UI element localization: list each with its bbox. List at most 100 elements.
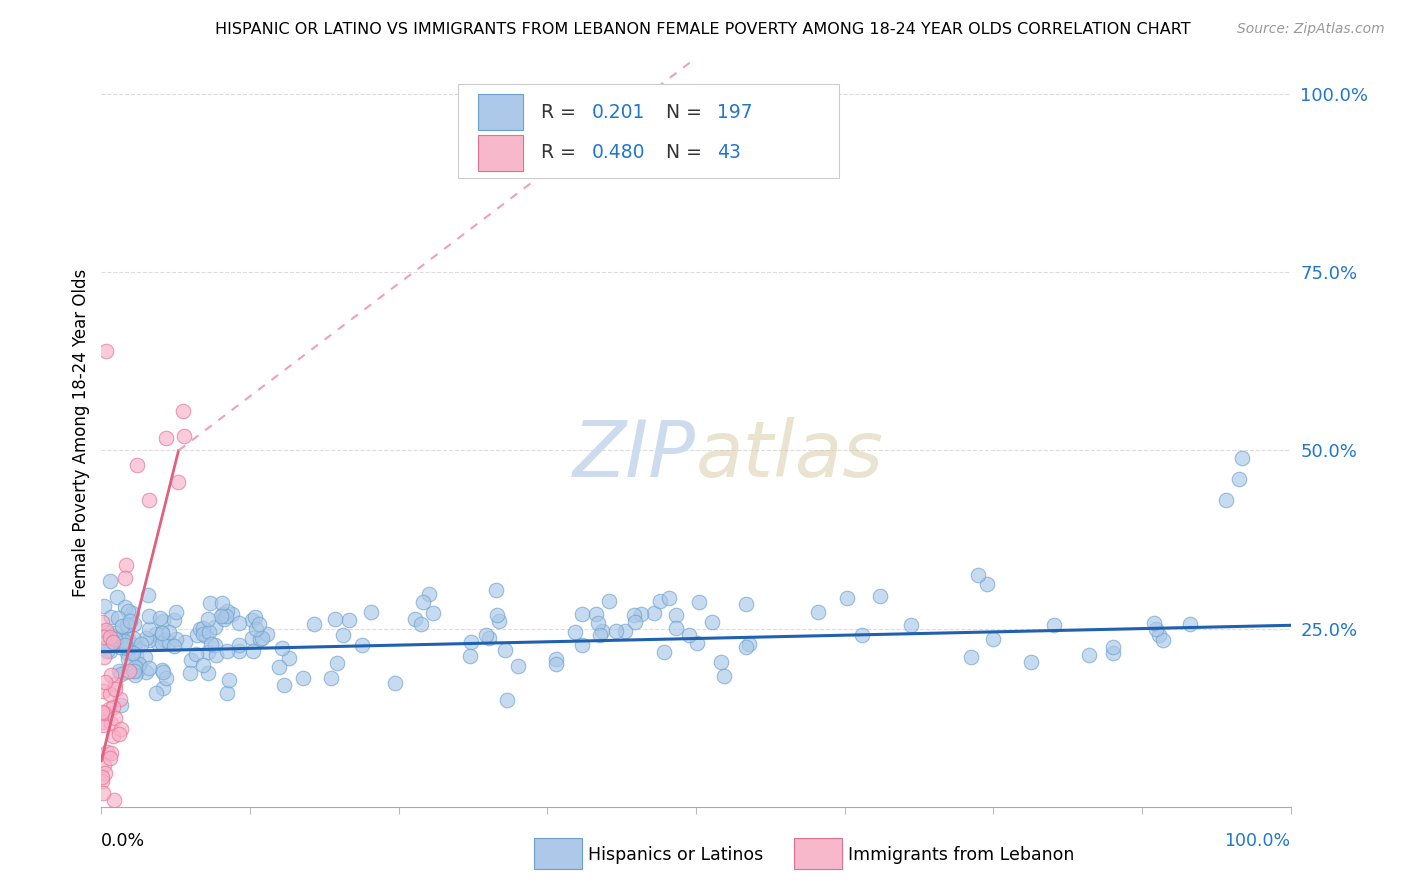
- Point: [157, 635, 180, 649]
- Point: [217, 604, 239, 618]
- Point: [125, 458, 148, 472]
- Point: [976, 577, 998, 591]
- Point: [91, 774, 114, 789]
- Point: [245, 623, 267, 637]
- Point: [586, 615, 609, 630]
- Point: [153, 633, 176, 648]
- Point: [488, 614, 510, 628]
- Point: [93, 758, 115, 772]
- FancyBboxPatch shape: [478, 135, 523, 170]
- Point: [135, 665, 157, 679]
- Point: [146, 636, 169, 650]
- Point: [218, 673, 240, 687]
- Point: [108, 727, 131, 741]
- Point: [124, 668, 146, 682]
- Point: [1043, 618, 1066, 632]
- Point: [104, 632, 127, 647]
- Point: [806, 605, 828, 619]
- Text: 0.201: 0.201: [592, 103, 645, 121]
- Point: [204, 638, 226, 652]
- Point: [155, 431, 177, 445]
- Point: [198, 596, 221, 610]
- Point: [624, 615, 647, 629]
- Point: [136, 588, 159, 602]
- Point: [384, 675, 406, 690]
- Point: [412, 595, 434, 609]
- Point: [121, 632, 143, 646]
- Point: [215, 685, 238, 699]
- Point: [122, 664, 145, 678]
- Point: [180, 652, 202, 666]
- Point: [100, 715, 122, 730]
- Text: R =: R =: [541, 103, 582, 121]
- Point: [122, 638, 145, 652]
- Point: [278, 650, 301, 665]
- Point: [900, 618, 922, 632]
- Point: [211, 597, 233, 611]
- Point: [107, 632, 129, 646]
- Point: [101, 729, 124, 743]
- Point: [173, 635, 195, 649]
- Point: [658, 591, 681, 605]
- Point: [91, 684, 114, 698]
- Point: [117, 646, 139, 660]
- Point: [837, 591, 859, 606]
- Point: [648, 593, 671, 607]
- Point: [571, 607, 593, 621]
- Point: [108, 633, 131, 648]
- Point: [91, 615, 114, 630]
- Point: [117, 604, 139, 618]
- Text: atlas: atlas: [696, 417, 884, 493]
- Point: [93, 706, 115, 720]
- Point: [291, 671, 314, 685]
- Text: 100.0%: 100.0%: [1225, 832, 1291, 850]
- Point: [135, 631, 157, 645]
- Point: [124, 660, 146, 674]
- Point: [598, 594, 620, 608]
- Point: [475, 628, 498, 642]
- Point: [96, 644, 118, 658]
- Point: [104, 711, 127, 725]
- Point: [127, 664, 149, 678]
- Point: [110, 666, 132, 681]
- Point: [94, 674, 117, 689]
- Text: Hispanics or Latinos: Hispanics or Latinos: [588, 846, 763, 863]
- Point: [1180, 617, 1202, 632]
- Point: [273, 678, 295, 692]
- Point: [959, 649, 981, 664]
- Point: [96, 745, 118, 759]
- Point: [94, 343, 117, 358]
- Point: [157, 625, 180, 640]
- Point: [114, 665, 136, 680]
- Point: [228, 638, 250, 652]
- Point: [163, 614, 186, 628]
- Point: [118, 615, 141, 629]
- Point: [418, 587, 440, 601]
- Point: [150, 664, 173, 678]
- Point: [107, 611, 129, 625]
- Point: [614, 624, 637, 638]
- Point: [93, 599, 115, 613]
- Point: [713, 668, 735, 682]
- Point: [458, 648, 481, 663]
- Point: [1143, 616, 1166, 631]
- Point: [352, 638, 374, 652]
- Point: [665, 607, 688, 622]
- Point: [267, 660, 290, 674]
- Point: [271, 640, 294, 655]
- Point: [103, 793, 125, 807]
- Point: [1101, 646, 1123, 660]
- Point: [121, 606, 143, 620]
- Point: [734, 640, 756, 654]
- Point: [734, 597, 756, 611]
- Point: [152, 665, 174, 680]
- Point: [98, 574, 121, 588]
- Point: [152, 615, 174, 629]
- Point: [104, 677, 127, 691]
- Point: [321, 671, 343, 685]
- Point: [103, 635, 125, 649]
- Point: [197, 645, 219, 659]
- Point: [252, 631, 274, 645]
- Point: [1147, 627, 1170, 641]
- Point: [96, 639, 118, 653]
